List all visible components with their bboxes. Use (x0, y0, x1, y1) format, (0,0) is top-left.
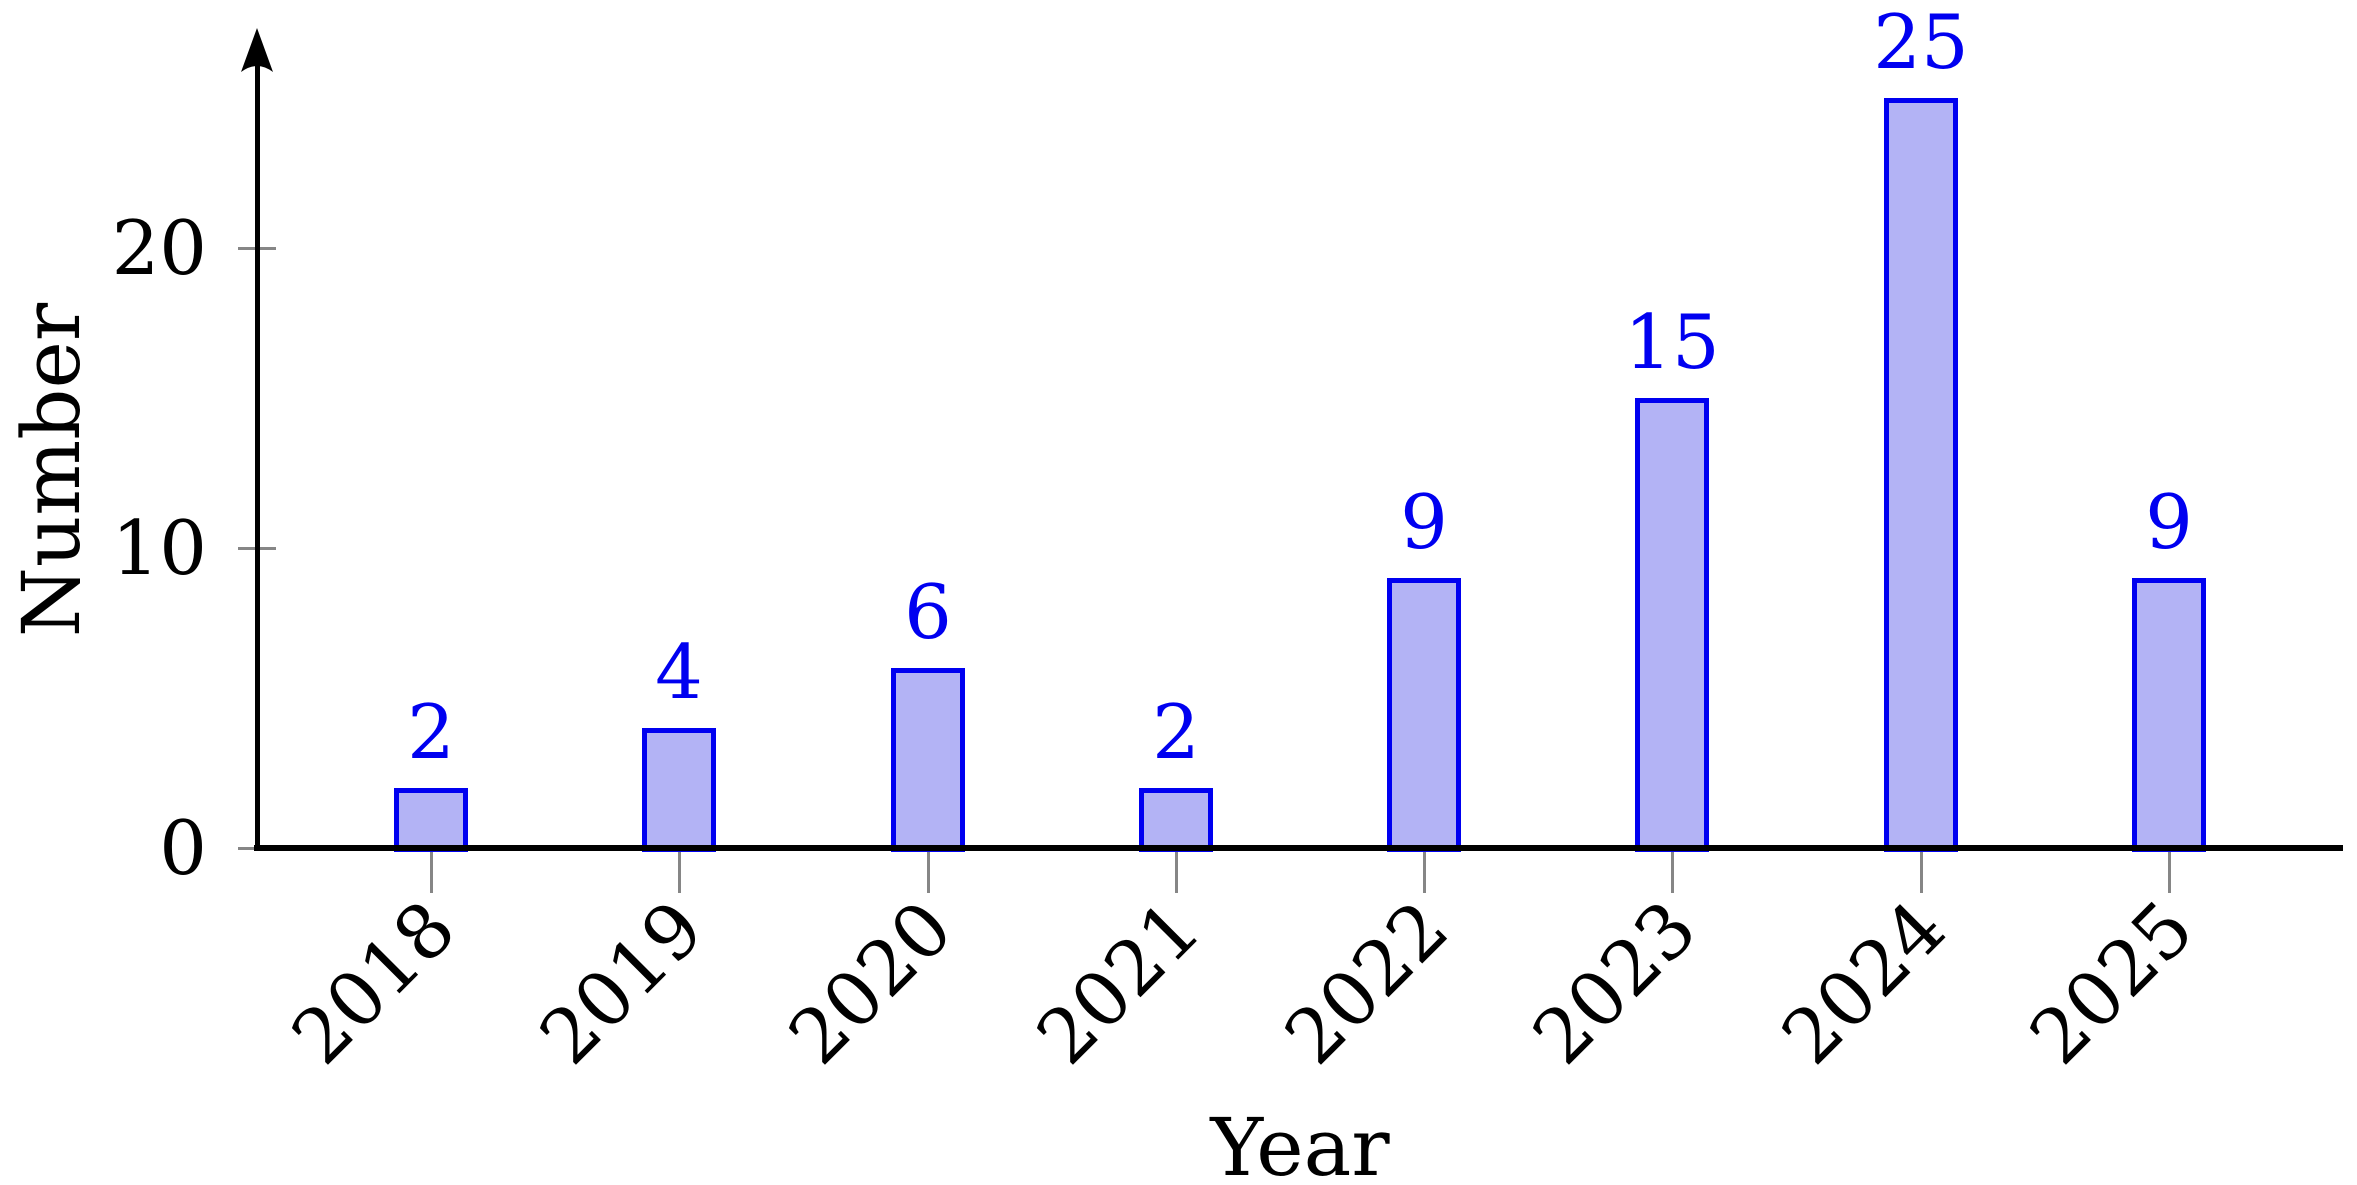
bar-value-label: 9 (2145, 478, 2193, 566)
bar-2019 (642, 728, 716, 852)
x-tick-label-year: 2019 (523, 883, 721, 1082)
x-axis-tick (1423, 845, 1427, 893)
y-tick-label: 10 (111, 504, 207, 592)
y-axis-line (255, 42, 260, 851)
y-tick-label: 0 (159, 804, 207, 892)
bar-2022 (1387, 578, 1461, 852)
x-axis-tick (1919, 845, 1923, 893)
bar-2025 (2132, 578, 2206, 852)
y-tick-label: 20 (111, 204, 207, 292)
x-axis-tick (2168, 845, 2171, 893)
x-axis-tick (430, 845, 433, 893)
bar-value-label: 15 (1624, 298, 1720, 386)
bar-2023 (1635, 398, 1709, 852)
x-tick-label-year: 2023 (1516, 883, 1714, 1082)
bar-value-label: 25 (1873, 0, 1969, 86)
x-axis-tick (926, 845, 930, 893)
bar-value-label: 6 (904, 568, 952, 656)
x-axis-line (254, 845, 2343, 851)
y-axis-arrow-icon (241, 28, 273, 72)
x-tick-label-year: 2024 (1764, 883, 1962, 1082)
bar-2024 (1884, 98, 1958, 852)
bar-value-label: 9 (1400, 478, 1448, 566)
bar-2021 (1139, 788, 1213, 852)
x-axis-tick (1671, 845, 1675, 893)
x-tick-label-year: 2025 (2012, 883, 2211, 1082)
x-axis-tick (1174, 845, 1178, 893)
bar-2020 (891, 668, 965, 852)
bar-value-label: 2 (407, 688, 455, 776)
bar-value-label: 2 (1152, 688, 1200, 776)
x-axis-label: Year (1210, 1101, 1390, 1185)
bar-value-label: 4 (655, 628, 703, 716)
x-tick-label-year: 2018 (274, 883, 473, 1082)
bar-2018 (394, 788, 468, 852)
x-tick-label-year: 2020 (771, 883, 969, 1082)
x-axis-tick (678, 845, 682, 893)
